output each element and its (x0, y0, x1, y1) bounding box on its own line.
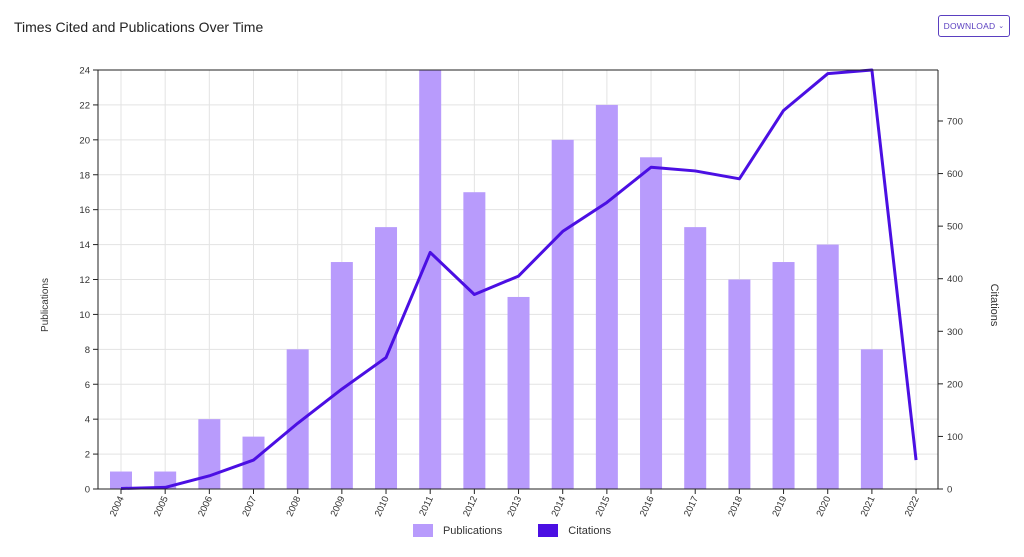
line-citations[interactable] (120, 68, 918, 490)
x-tick-label-2013: 2013 (505, 495, 524, 519)
line-series (120, 68, 918, 490)
x-tick-label-2011: 2011 (417, 495, 436, 518)
bar-publications-2017[interactable] (684, 227, 707, 489)
x-tick-label-2018: 2018 (726, 495, 745, 519)
bar-publications-2021[interactable] (860, 349, 883, 489)
y-left-tick-label: 4 (85, 415, 90, 426)
chart-title: Times Cited and Publications Over Time (14, 19, 264, 35)
legend-swatch-citations (538, 524, 559, 537)
bar-publications-2008[interactable] (286, 349, 309, 489)
y-left-tick-label: 18 (79, 170, 90, 181)
bar-publications-2016[interactable] (640, 157, 663, 489)
y-left-tick-label: 10 (79, 310, 90, 321)
x-tick-label-2019: 2019 (770, 495, 789, 519)
y-right-tick-label: 700 (947, 116, 963, 127)
x-tick-label-2020: 2020 (815, 495, 834, 519)
y-left-tick-label: 16 (79, 205, 90, 216)
x-tick-label-2016: 2016 (638, 495, 657, 519)
x-tick-label-2017: 2017 (682, 495, 701, 519)
y-left-tick-label: 14 (79, 240, 90, 251)
x-tick-label-2005: 2005 (152, 495, 171, 519)
download-button[interactable]: DOWNLOAD ⌄ (938, 15, 1010, 37)
x-tick-label-2007: 2007 (240, 495, 259, 519)
y-left-tick-label: 2 (85, 450, 90, 461)
y-axis-right-label: Citations (988, 284, 1000, 327)
x-tick-label-2009: 2009 (329, 495, 348, 519)
legend-label-citations: Citations (568, 524, 612, 537)
bar-series (110, 70, 883, 490)
chart-canvas: 0246810121416182022240100200300400500600… (40, 66, 1000, 519)
y-right-tick-label: 0 (947, 485, 952, 496)
bar-publications-2020[interactable] (816, 244, 839, 489)
x-tick-label-2004: 2004 (108, 495, 127, 519)
y-right-tick-label: 200 (947, 379, 963, 390)
x-tick-label-2010: 2010 (373, 495, 392, 519)
y-left-tick-label: 12 (79, 275, 90, 286)
y-axis-left-label: Publications (40, 278, 51, 332)
legend-item-publications[interactable]: Publications (412, 524, 503, 537)
x-tick-label-2012: 2012 (461, 495, 480, 519)
x-tick-label-2022: 2022 (903, 495, 922, 519)
bar-publications-2009[interactable] (330, 262, 353, 489)
y-right-tick-label: 600 (947, 169, 963, 180)
bar-publications-2007[interactable] (242, 436, 265, 489)
bar-publications-2012[interactable] (463, 192, 486, 490)
x-tick-label-2006: 2006 (196, 495, 215, 519)
bar-publications-2004[interactable] (110, 471, 132, 489)
bar-publications-2006[interactable] (198, 419, 221, 489)
y-left-tick-label: 22 (79, 100, 90, 111)
x-tick-label-2015: 2015 (594, 495, 613, 519)
legend-label-publications: Publications (442, 524, 503, 537)
x-tick-label-2021: 2021 (859, 495, 878, 519)
y-left-tick-label: 6 (85, 380, 90, 391)
legend-item-citations[interactable]: Citations (538, 524, 611, 537)
bar-publications-2018[interactable] (728, 279, 751, 490)
bar-publications-2014[interactable] (551, 139, 574, 490)
y-right-tick-label: 500 (947, 222, 963, 233)
legend-swatch-publications (412, 524, 433, 537)
y-right-tick-label: 400 (947, 274, 963, 285)
y-left-tick-label: 20 (79, 135, 90, 146)
y-left-tick-label: 8 (85, 345, 90, 356)
bar-publications-2015[interactable] (595, 104, 618, 490)
y-right-tick-label: 300 (947, 327, 963, 338)
y-left-tick-label: 24 (79, 66, 90, 77)
x-tick-label-2008: 2008 (284, 495, 303, 519)
bar-publications-2019[interactable] (772, 262, 795, 489)
legend: Publications Citations (0, 524, 1024, 537)
y-left-tick-label: 0 (85, 485, 90, 496)
bar-publications-2011[interactable] (419, 70, 442, 489)
x-tick-label-2014: 2014 (550, 495, 569, 519)
download-label: DOWNLOAD (943, 21, 996, 31)
y-right-tick-label: 100 (947, 432, 963, 443)
chevron-down-icon: ⌄ (998, 23, 1005, 30)
bar-publications-2013[interactable] (507, 296, 530, 489)
